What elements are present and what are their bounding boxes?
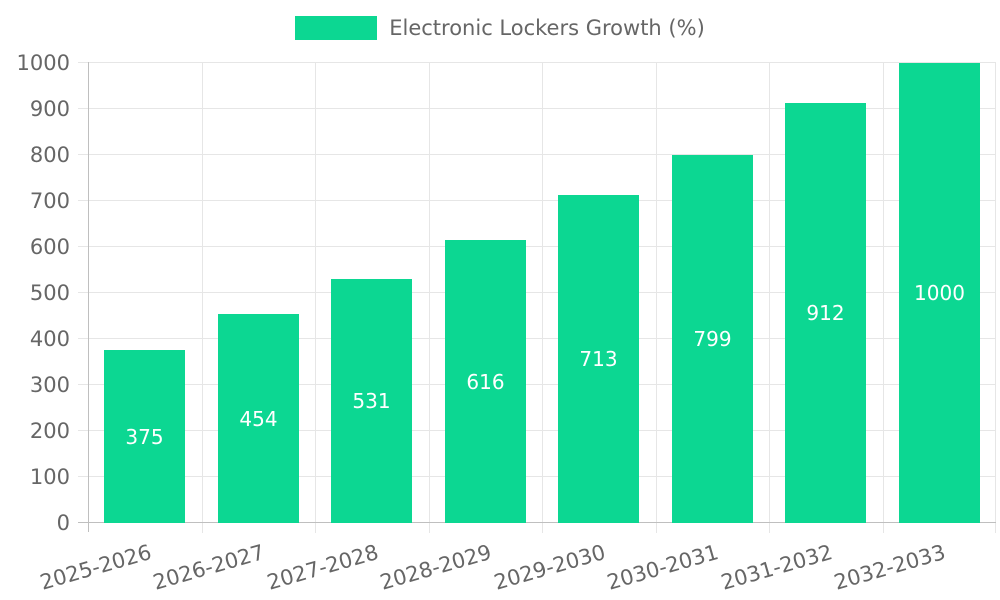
legend: Electronic Lockers Growth (%) — [0, 16, 1000, 40]
y-axis-label: 200 — [29, 419, 70, 443]
v-gridline — [883, 62, 884, 522]
legend-item[interactable]: Electronic Lockers Growth (%) — [295, 16, 705, 40]
bar-value-label: 531 — [352, 389, 391, 413]
v-gridline — [769, 62, 770, 522]
v-gridline — [315, 62, 316, 522]
v-gridline — [202, 62, 203, 522]
x-tick — [656, 523, 657, 533]
bar[interactable]: 531 — [331, 279, 412, 523]
x-tick — [542, 523, 543, 533]
bar-value-label: 454 — [239, 406, 278, 431]
x-tick — [315, 523, 316, 533]
bar-value-label: 375 — [125, 424, 164, 449]
y-axis-label: 500 — [29, 281, 70, 305]
y-axis-label: 700 — [29, 189, 70, 213]
y-tick — [78, 292, 88, 293]
y-tick — [78, 200, 88, 201]
x-axis-label: 2031-2032 — [717, 540, 835, 595]
bar[interactable]: 1000 — [899, 63, 980, 523]
bar-value-label: 713 — [579, 347, 618, 371]
v-gridline-zero — [88, 62, 89, 532]
y-tick — [78, 62, 88, 63]
y-axis-label: 800 — [29, 143, 70, 167]
bar[interactable]: 454 — [218, 314, 299, 523]
x-axis-label: 2028-2029 — [376, 540, 494, 595]
y-axis-label: 400 — [29, 327, 70, 351]
x-tick — [769, 523, 770, 533]
y-axis-label: 600 — [29, 235, 70, 259]
v-gridline — [542, 62, 543, 522]
v-gridline — [995, 62, 996, 522]
x-tick — [202, 523, 203, 533]
x-axis-label: 2025-2026 — [36, 540, 154, 595]
h-gridline-zero — [78, 522, 996, 523]
y-tick — [78, 476, 88, 477]
bar[interactable]: 799 — [672, 155, 753, 523]
bar[interactable]: 912 — [785, 103, 866, 523]
y-tick — [78, 108, 88, 109]
y-tick — [78, 338, 88, 339]
bar-value-label: 912 — [806, 301, 845, 325]
legend-label: Electronic Lockers Growth (%) — [389, 16, 705, 40]
bar-value-label: 1000 — [914, 281, 965, 305]
v-gridline — [656, 62, 657, 522]
x-tick — [883, 523, 884, 533]
bar-value-label: 616 — [466, 369, 505, 394]
y-axis-label: 1000 — [16, 51, 70, 75]
y-tick — [78, 154, 88, 155]
y-axis-label: 300 — [29, 373, 70, 397]
x-axis-label: 2027-2028 — [263, 540, 381, 595]
x-axis-label: 2026-2027 — [149, 540, 267, 595]
bar-value-label: 799 — [693, 327, 732, 351]
legend-color-swatch — [295, 16, 378, 40]
x-axis-label: 2032-2033 — [830, 540, 948, 595]
x-axis-label: 2029-2030 — [490, 540, 608, 595]
y-axis-label: 900 — [29, 97, 70, 121]
y-tick — [78, 384, 88, 385]
y-axis-label: 0 — [56, 511, 70, 535]
y-tick — [78, 246, 88, 247]
bar[interactable]: 713 — [558, 195, 639, 523]
bar[interactable]: 616 — [445, 240, 526, 523]
y-axis-label: 100 — [29, 465, 70, 489]
y-tick — [78, 430, 88, 431]
bar[interactable]: 375 — [104, 350, 185, 523]
x-axis-label: 2030-2031 — [603, 540, 721, 595]
v-gridline — [429, 62, 430, 522]
x-tick — [429, 523, 430, 533]
x-tick — [995, 523, 996, 533]
